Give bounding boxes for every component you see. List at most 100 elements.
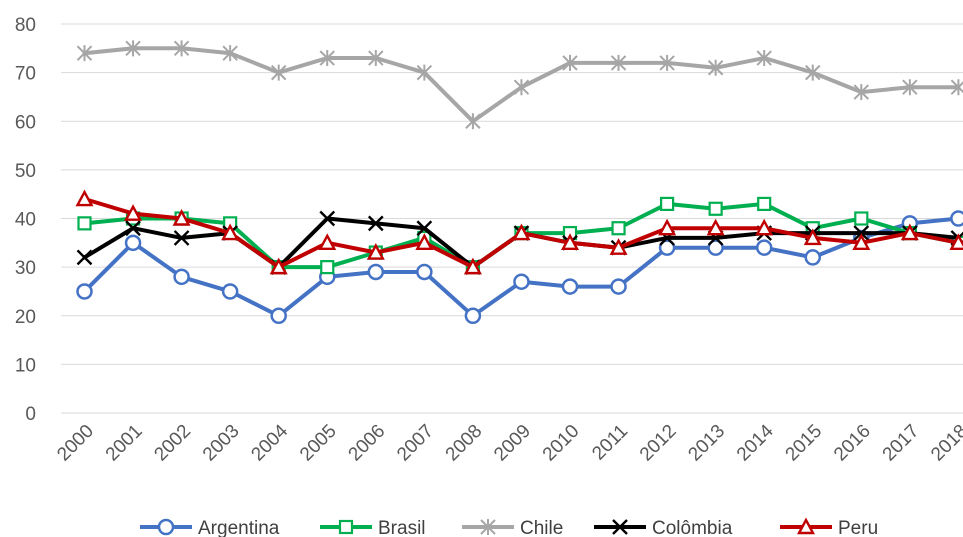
legend-label-argentina: Argentina (198, 518, 280, 537)
y-tick-label-80: 80 (15, 15, 36, 36)
data-point-peru-2009 (512, 223, 531, 241)
data-point-peru-2007 (415, 233, 434, 251)
data-point-colombia-2001 (125, 220, 141, 237)
y-tick-label-20: 20 (15, 307, 36, 328)
legend-item-colombia: Colômbia (594, 518, 733, 537)
data-point-chile-2016 (853, 84, 870, 101)
x-tick-label-2006: 2006 (345, 421, 390, 466)
data-point-peru-2018 (949, 233, 963, 251)
data-point-peru-2000 (75, 189, 94, 207)
data-point-chile-2018 (950, 79, 963, 96)
x-axis-tick-labels: 2000 2001 2002 2003 2004 2005 2006 2007 2008 2009… (53, 420, 963, 465)
series-chile (76, 40, 963, 130)
data-point-argentina-2002 (173, 268, 190, 286)
data-point-brasil-2012 (659, 196, 675, 212)
data-point-chile-2005 (319, 50, 335, 67)
x-tick-label-2002: 2002 (150, 421, 195, 466)
x-tick-label-2003: 2003 (199, 421, 244, 466)
data-point-chile-2014 (756, 50, 772, 67)
data-point-peru-2003 (221, 223, 240, 241)
data-point-argentina-2018 (950, 210, 963, 227)
data-point-chile-2000 (76, 45, 93, 62)
data-point-chile-2013 (707, 59, 724, 76)
data-point-peru-2015 (803, 228, 822, 246)
data-point-chile-2001 (125, 40, 141, 57)
data-point-peru-2002 (172, 208, 191, 226)
data-point-brasil-2005 (320, 260, 335, 275)
data-point-colombia-2000 (76, 249, 93, 266)
legend-marker-peru (796, 517, 816, 535)
x-tick-label-2004: 2004 (247, 420, 292, 465)
x-tick-label-2001: 2001 (102, 421, 147, 466)
x-tick-label-2007: 2007 (393, 421, 438, 466)
data-point-colombia-2006 (367, 215, 384, 232)
x-tick-label-2017: 2017 (879, 421, 924, 466)
data-point-peru-2016 (852, 233, 871, 251)
data-point-peru-2017 (900, 223, 919, 241)
data-point-argentina-2006 (367, 263, 385, 281)
data-point-brasil-2000 (77, 216, 92, 231)
x-tick-label-2013: 2013 (684, 421, 729, 466)
data-point-argentina-2000 (76, 283, 93, 300)
legend-label-colombia: Colômbia (652, 518, 733, 537)
data-point-peru-2006 (366, 243, 385, 260)
data-point-peru-2010 (560, 233, 580, 251)
x-tick-label-2014: 2014 (733, 420, 778, 465)
data-point-argentina-2003 (221, 283, 239, 300)
data-point-colombia-2002 (173, 230, 190, 246)
series-argentina (76, 210, 963, 324)
y-tick-label-50: 50 (15, 161, 36, 182)
data-point-peru-2001 (124, 204, 143, 221)
data-point-chile-2011 (610, 54, 627, 71)
data-point-argentina-2014 (755, 239, 773, 256)
legend-item-brasil: Brasil (320, 518, 426, 537)
legend: Argentina Brasil Chile Colômbia Peru (140, 517, 878, 537)
data-point-argentina-2007 (416, 263, 433, 281)
data-point-chile-2002 (173, 40, 190, 57)
series-lines (75, 40, 963, 324)
data-point-brasil-2016 (854, 211, 869, 226)
data-point-argentina-2004 (270, 307, 287, 324)
y-tick-label-40: 40 (15, 210, 36, 231)
y-tick-label-0: 0 (25, 404, 36, 425)
data-point-colombia-2007 (416, 220, 433, 237)
data-point-chile-2004 (270, 64, 287, 81)
y-tick-label-70: 70 (15, 64, 36, 85)
legend-marker-colombia (612, 519, 628, 535)
data-point-peru-2005 (318, 233, 337, 251)
x-tick-label-2008: 2008 (442, 421, 487, 466)
data-point-brasil-2011 (611, 221, 626, 236)
legend-marker-brasil (338, 519, 354, 535)
legend-marker-argentina (157, 518, 175, 536)
data-point-peru-2004 (269, 257, 288, 275)
x-tick-label-2005: 2005 (296, 421, 341, 466)
data-point-argentina-2009 (513, 273, 530, 290)
data-point-peru-2012 (658, 218, 677, 236)
x-tick-label-2010: 2010 (539, 421, 584, 466)
data-point-argentina-2013 (707, 239, 724, 256)
x-tick-label-2000: 2000 (53, 421, 98, 466)
y-tick-label-10: 10 (15, 355, 36, 376)
data-point-chile-2012 (659, 54, 675, 71)
data-point-peru-2014 (755, 218, 774, 236)
legend-item-argentina: Argentina (140, 518, 280, 537)
series-peru (75, 189, 963, 275)
data-point-argentina-2008 (464, 307, 482, 324)
data-point-colombia-2016 (853, 225, 870, 241)
legend-item-peru: Peru (780, 517, 878, 537)
x-tick-label-2015: 2015 (782, 421, 827, 466)
x-tick-label-2009: 2009 (490, 421, 535, 466)
data-point-argentina-2015 (804, 249, 821, 266)
y-tick-label-60: 60 (15, 112, 36, 133)
x-tick-label-2011: 2011 (588, 421, 632, 465)
y-axis-tick-labels: 0 10 20 30 40 50 60 70 80 (15, 15, 36, 425)
data-point-brasil-2014 (757, 196, 772, 212)
legend-label-peru: Peru (838, 518, 878, 537)
data-point-colombia-2005 (319, 210, 336, 227)
data-point-peru-2008 (463, 257, 482, 275)
gridlines (61, 23, 963, 414)
data-point-brasil-2013 (708, 201, 723, 216)
legend-label-chile: Chile (520, 518, 563, 537)
data-point-chile-2006 (368, 50, 384, 67)
